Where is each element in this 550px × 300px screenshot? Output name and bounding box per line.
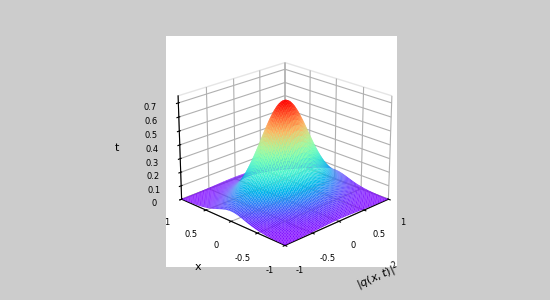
X-axis label: $|q(x,t)|^2$: $|q(x,t)|^2$ xyxy=(354,258,404,294)
Y-axis label: x: x xyxy=(195,262,201,272)
